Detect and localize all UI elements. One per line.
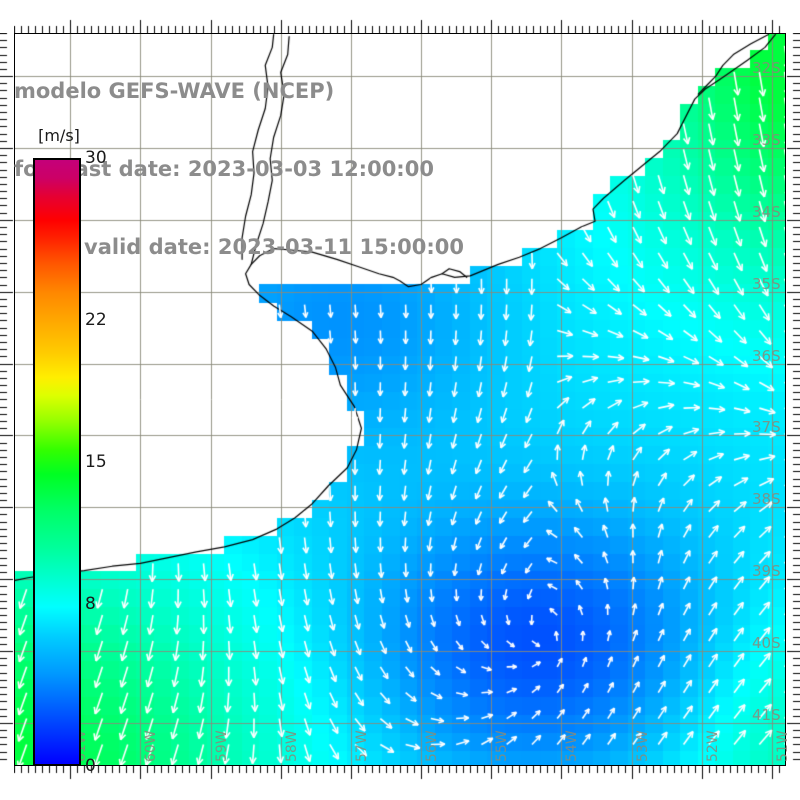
longitude-label-59W: 59W [213, 730, 230, 762]
colorbar-tick-8: 8 [85, 593, 96, 614]
longitude-label-60W: 60W [143, 730, 160, 762]
longitude-label-53W: 53W [634, 730, 651, 762]
colorbar-tick-0: 0 [85, 756, 96, 776]
title-valid-line: valid date: 2023-03-11 15:00:00 [84, 235, 464, 259]
axis-ticks-bottom [14, 766, 786, 780]
longitude-label-51W: 51W [774, 730, 791, 762]
colorbar-tick-15: 15 [85, 452, 107, 472]
latitude-label-36S: 36S [752, 346, 781, 365]
longitude-label-57W: 57W [353, 730, 370, 762]
latitude-label-37S: 37S [752, 418, 781, 437]
title-model-line: modelo GEFS-WAVE (NCEP) [14, 79, 335, 103]
map-title-block: modelo GEFS-WAVE (NCEP) forecast date: 2… [14, 26, 534, 312]
latitude-label-34S: 34S [752, 202, 781, 221]
latitude-label-39S: 39S [752, 562, 781, 581]
colorbar-tick-22: 22 [85, 310, 107, 331]
latitude-label-32S: 32S [752, 59, 781, 78]
colorbar-gradient [33, 158, 81, 766]
axis-ticks-left [0, 33, 14, 766]
colorbar: [m/s] 30 22 15 8 0 [33, 126, 107, 776]
longitude-label-52W: 52W [704, 730, 721, 762]
colorbar-tick-30: 30 [85, 148, 107, 168]
latitude-label-41S: 41S [752, 705, 781, 724]
axis-ticks-right [786, 33, 800, 766]
latitude-label-40S: 40S [752, 634, 781, 653]
latitude-label-33S: 33S [752, 130, 781, 149]
longitude-label-58W: 58W [283, 730, 300, 762]
longitude-label-54W: 54W [564, 730, 581, 762]
latitude-label-35S: 35S [752, 274, 781, 293]
longitude-label-56W: 56W [424, 730, 441, 762]
colorbar-unit-label: [m/s] [38, 126, 80, 145]
latitude-label-38S: 38S [752, 490, 781, 509]
longitude-label-55W: 55W [494, 730, 511, 762]
